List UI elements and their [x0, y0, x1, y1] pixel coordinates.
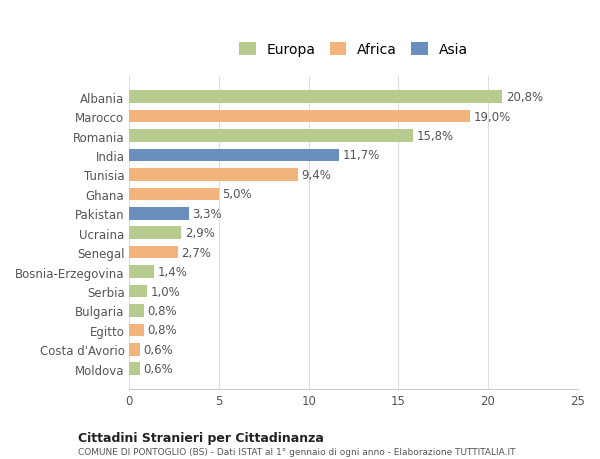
Bar [130, 266, 154, 278]
Bar [130, 304, 144, 317]
Bar [130, 343, 140, 356]
Text: Cittadini Stranieri per Cittadinanza: Cittadini Stranieri per Cittadinanza [78, 431, 324, 444]
Text: 0,8%: 0,8% [147, 324, 177, 336]
Text: 15,8%: 15,8% [416, 130, 454, 143]
Bar [130, 285, 147, 298]
Text: 9,4%: 9,4% [301, 168, 331, 181]
Bar [130, 246, 178, 259]
Bar [130, 111, 470, 123]
Text: 19,0%: 19,0% [473, 110, 511, 123]
Text: 0,8%: 0,8% [147, 304, 177, 317]
Bar [130, 149, 339, 162]
Bar [130, 363, 140, 375]
Text: 5,0%: 5,0% [223, 188, 252, 201]
Bar [130, 188, 219, 201]
Text: 0,6%: 0,6% [144, 363, 173, 375]
Bar [130, 207, 188, 220]
Text: 1,0%: 1,0% [151, 285, 181, 298]
Legend: Europa, Africa, Asia: Europa, Africa, Asia [239, 43, 468, 57]
Bar [130, 324, 144, 336]
Bar [130, 169, 298, 181]
Bar [130, 130, 413, 143]
Text: COMUNE DI PONTOGLIO (BS) - Dati ISTAT al 1° gennaio di ogni anno - Elaborazione : COMUNE DI PONTOGLIO (BS) - Dati ISTAT al… [78, 448, 515, 456]
Text: 20,8%: 20,8% [506, 91, 543, 104]
Text: 2,9%: 2,9% [185, 227, 215, 240]
Text: 3,3%: 3,3% [192, 207, 222, 220]
Bar [130, 227, 181, 240]
Text: 11,7%: 11,7% [343, 149, 380, 162]
Text: 2,7%: 2,7% [181, 246, 211, 259]
Text: 1,4%: 1,4% [158, 265, 188, 279]
Bar [130, 91, 502, 104]
Text: 0,6%: 0,6% [144, 343, 173, 356]
